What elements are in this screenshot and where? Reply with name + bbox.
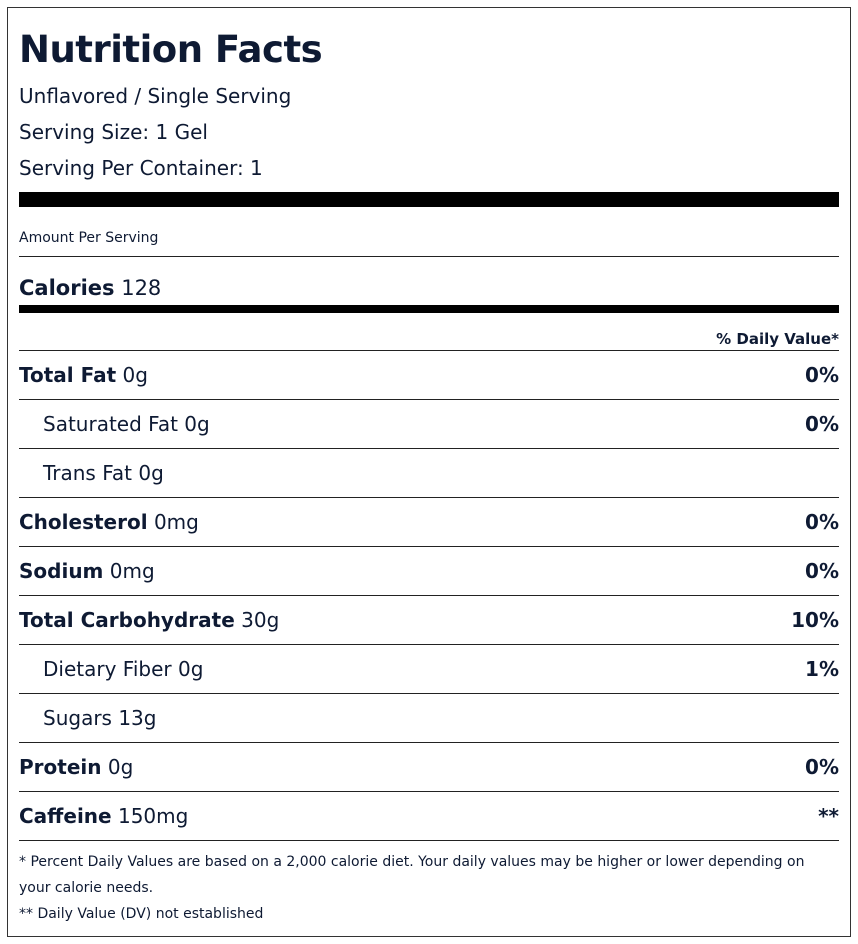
nutrient-amount: 150mg (117, 804, 189, 828)
daily-value: 10% (791, 608, 839, 632)
footnotes: * Percent Daily Values are based on a 2,… (19, 840, 839, 927)
nutrition-label: Nutrition Facts Unflavored / Single Serv… (7, 7, 851, 937)
nutrient-row: Sodium 0mg 0% (19, 546, 839, 595)
nutrient-name: Cholesterol (19, 510, 148, 534)
nutrient-name: Protein (19, 755, 102, 779)
nutrient-row: Total Fat 0g 0% (19, 350, 839, 399)
daily-value: 0% (805, 510, 839, 534)
nutrient-row: Total Carbohydrate 30g 10% (19, 595, 839, 644)
nutrient-rows: Total Fat 0g 0% Saturated Fat 0g 0% Trans Fa… (19, 350, 839, 927)
nutrient: Sugars 13g (19, 706, 156, 730)
nutrient: Total Fat 0g (19, 363, 148, 387)
nutrient-amount: 0mg (109, 559, 155, 583)
serving-size: Serving Size: 1 Gel (19, 120, 208, 144)
thick-divider (19, 192, 839, 207)
daily-value: 0% (805, 363, 839, 387)
daily-value: 0% (805, 412, 839, 436)
nutrient: Cholesterol 0mg (19, 510, 199, 534)
nutrient-row: Dietary Fiber 0g 1% (19, 644, 839, 693)
nutrient-name: Sugars (43, 706, 112, 730)
nutrient: Trans Fat 0g (19, 461, 164, 485)
nutrient-row: Protein 0g 0% (19, 742, 839, 791)
nutrient-name: Trans Fat (43, 461, 132, 485)
calories: Calories 128 (19, 276, 161, 300)
nutrient-name: Total Carbohydrate (19, 608, 235, 632)
nutrient-amount: 0g (138, 461, 164, 485)
nutrient-amount: 0g (184, 412, 210, 436)
daily-value: 0% (805, 559, 839, 583)
nutrient-amount: 0g (107, 755, 134, 779)
daily-value: ** (818, 804, 839, 828)
variant: Unflavored / Single Serving (19, 84, 292, 108)
daily-value: 0% (805, 755, 839, 779)
nutrient-row: Sugars 13g (19, 693, 839, 742)
nutrient-name: Total Fat (19, 363, 117, 387)
nutrient-amount: 0g (177, 657, 204, 681)
daily-value-header: % Daily Value* (716, 330, 839, 348)
nutrient: Protein 0g (19, 755, 133, 779)
title: Nutrition Facts (19, 28, 323, 71)
nutrient: Dietary Fiber 0g (19, 657, 203, 681)
nutrient-amount: 30g (241, 608, 280, 632)
nutrient-name: Sodium (19, 559, 104, 583)
nutrient-row: Trans Fat 0g (19, 448, 839, 497)
footnote: * Percent Daily Values are based on a 2,… (19, 854, 805, 896)
nutrient-amount: 0g (122, 363, 148, 387)
calories-label: Calories (19, 276, 115, 300)
footnote: ** Daily Value (DV) not established (19, 906, 264, 922)
servings-per-container: Serving Per Container: 1 (19, 156, 263, 180)
nutrient: Caffeine 150mg (19, 804, 188, 828)
nutrient: Saturated Fat 0g (19, 412, 210, 436)
nutrient-row: Cholesterol 0mg 0% (19, 497, 839, 546)
amount-per-serving: Amount Per Serving (19, 230, 159, 246)
nutrient-name: Dietary Fiber (43, 657, 172, 681)
nutrient-amount: 13g (118, 706, 157, 730)
nutrient-name: Saturated Fat (43, 412, 178, 436)
calories-value: 128 (121, 276, 162, 300)
thick-divider (19, 305, 839, 313)
nutrient-row: Caffeine 150mg ** (19, 791, 839, 840)
nutrient-name: Caffeine (19, 804, 112, 828)
nutrient: Total Carbohydrate 30g (19, 608, 279, 632)
divider (19, 256, 839, 257)
nutrient: Sodium 0mg (19, 559, 155, 583)
daily-value: 1% (805, 657, 839, 681)
nutrient-amount: 0mg (153, 510, 199, 534)
nutrient-row: Saturated Fat 0g 0% (19, 399, 839, 448)
